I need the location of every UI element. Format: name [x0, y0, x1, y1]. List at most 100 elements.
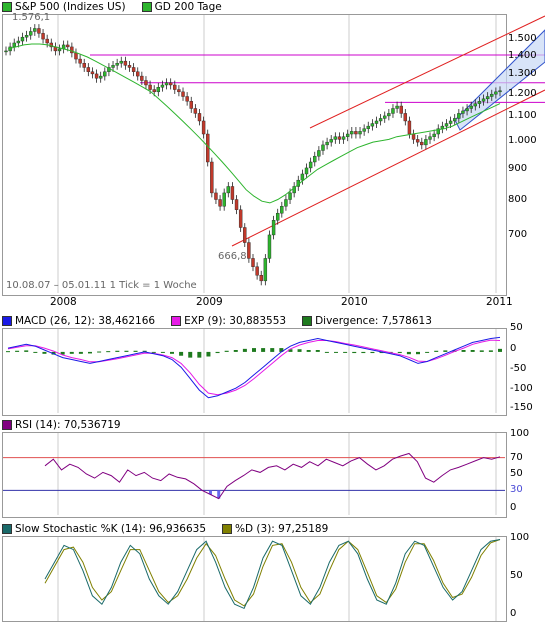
candle-body: [45, 38, 49, 44]
macd-y-tick: 0: [510, 343, 517, 354]
x-tick-2010: 2010: [341, 296, 368, 308]
macd-legend: MACD (26, 12): 38,462166 EXP (9): 30,883…: [2, 314, 448, 328]
rsi-y-tick: 30: [510, 484, 523, 495]
candle-body: [218, 199, 222, 207]
x-tick-2011: 2011: [486, 296, 513, 308]
candle-body: [148, 84, 152, 90]
candle-body: [259, 275, 263, 282]
stoch-legend: Slow Stochastic %K (14): 96,936635 %D (3…: [2, 522, 344, 536]
candle-body: [197, 113, 202, 122]
candle-body: [407, 120, 412, 135]
legend-swatch-k: [2, 524, 12, 534]
candle-body: [119, 60, 123, 64]
candle-body: [378, 118, 383, 122]
divergence-bar: [179, 351, 184, 356]
divergence-bar: [352, 351, 357, 354]
x-tick-2008: 2008: [50, 296, 77, 308]
candle-body: [350, 131, 354, 135]
rsi-line: [44, 452, 501, 500]
candle-body: [94, 73, 99, 79]
price-legend: S&P 500 (Indizes US) GD 200 Tage: [2, 0, 238, 14]
rsi-y-tick: 100: [510, 428, 530, 439]
divergence-bar: [88, 351, 92, 354]
legend-label-k: Slow Stochastic %K (14): 96,936635: [15, 523, 207, 535]
candle-body: [37, 28, 41, 34]
candle-body: [333, 136, 338, 140]
candle-body: [432, 133, 436, 137]
candle-body: [448, 120, 453, 124]
divergence-bar: [124, 350, 129, 352]
rsi-legend: RSI (14): 70,536719: [2, 418, 137, 432]
legend-item-divergence: Divergence: 7,578613: [302, 315, 432, 327]
macd-panel: MACD (26, 12): 38,462166 EXP (9): 30,883…: [0, 314, 545, 416]
candle-body: [420, 141, 424, 146]
candle-body: [498, 90, 502, 93]
candle-body: [387, 113, 391, 117]
candle-body: [136, 71, 140, 77]
macd-y-tick: -50: [510, 363, 527, 374]
divergence-bar: [488, 350, 493, 352]
divergence-bar: [242, 348, 247, 352]
candle-body: [477, 101, 482, 104]
macd-y-tick: -150: [510, 402, 533, 413]
short-term-channel: [454, 29, 545, 131]
price-svg: [4, 15, 545, 293]
macd-plot-area: [2, 328, 507, 416]
candle-body: [214, 192, 218, 200]
price-y-tick: 1.100: [508, 110, 537, 121]
price-y-tick: 1.000: [508, 135, 537, 146]
exp-line: [7, 339, 501, 396]
candle-body: [210, 161, 214, 194]
stoch-y-tick: 0: [510, 608, 517, 619]
candle-body: [164, 82, 169, 86]
candle-body: [403, 113, 408, 122]
candle-body: [156, 87, 161, 93]
price-y-tick: 1.500: [508, 33, 537, 44]
candle-body: [86, 67, 91, 72]
legend-swatch-d: [222, 524, 233, 534]
candle-body: [362, 128, 366, 132]
legend-label-ma200: GD 200 Tage: [154, 1, 222, 13]
legend-swatch-rsi: [2, 420, 12, 430]
candle-body: [473, 103, 477, 107]
candle-body: [485, 96, 490, 100]
trend-channel-upper: [309, 15, 545, 129]
rsi-y-tick: 50: [510, 468, 523, 479]
divergence-bar: [97, 351, 102, 353]
legend-item-sp500: S&P 500 (Indizes US): [2, 1, 126, 13]
divergence-bar: [115, 350, 120, 352]
candle-body: [411, 133, 416, 140]
price-y-tick: 900: [508, 163, 528, 174]
candle-body: [374, 120, 379, 124]
candle-body: [243, 227, 247, 243]
divergence-bar: [343, 351, 348, 353]
divergence-bar: [69, 351, 74, 354]
candle-body: [177, 89, 181, 93]
candle-body: [16, 40, 21, 44]
legend-item-ma200: GD 200 Tage: [141, 1, 222, 13]
rsi-panel: RSI (14): 70,536719 100 70 50 30 0: [0, 418, 545, 518]
candle-body: [337, 136, 342, 140]
divergence-bar: [461, 350, 466, 352]
divergence-bar: [397, 351, 402, 354]
candle-body: [370, 123, 375, 127]
candle-body: [127, 65, 132, 68]
stoch-y-tick: 100: [510, 532, 530, 543]
candle-body: [345, 133, 350, 137]
candle-body: [457, 113, 461, 119]
candle-body: [444, 123, 449, 127]
divergence-bar: [160, 351, 165, 353]
candle-body: [436, 128, 440, 135]
divergence-bar: [42, 351, 47, 354]
candle-body: [251, 258, 255, 267]
divergence-bar: [425, 351, 430, 353]
candle-body: [494, 91, 498, 95]
candle-body: [247, 242, 251, 259]
divergence-bar: [33, 351, 38, 353]
legend-label-exp: EXP (9): 30,883553: [184, 315, 287, 327]
divergence-bar: [416, 351, 420, 355]
stoch-y-tick: 50: [510, 570, 523, 581]
stoch-d-line: [44, 539, 501, 607]
divergence-bar: [370, 351, 375, 354]
legend-item-rsi: RSI (14): 70,536719: [2, 419, 121, 431]
